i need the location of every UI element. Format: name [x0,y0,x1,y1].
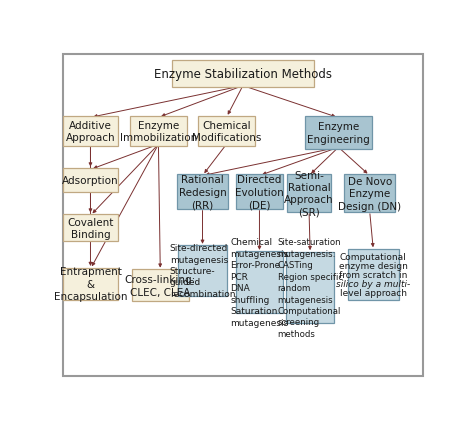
Text: Enzyme Stabilization Methods: Enzyme Stabilization Methods [154,68,332,81]
FancyBboxPatch shape [64,117,118,146]
Text: Computational: Computational [340,252,407,261]
Text: Site-saturation
mutagenesis:
CASTing
Region specific
random
mutagenesis
Computat: Site-saturation mutagenesis: CASTing Reg… [278,238,343,338]
Text: Semi-
Rational
Approach
(SR): Semi- Rational Approach (SR) [284,170,334,217]
Text: Enzyme
Engineering: Enzyme Engineering [307,122,370,144]
FancyBboxPatch shape [286,252,334,324]
FancyBboxPatch shape [344,175,395,213]
Text: Directed
Evolution
(DE): Directed Evolution (DE) [235,175,284,210]
Text: Cross-linking:
CLEC, CLEA: Cross-linking: CLEC, CLEA [125,274,196,297]
FancyBboxPatch shape [305,117,372,149]
Text: Additive
Approach: Additive Approach [66,120,115,143]
Text: enzyme design: enzyme design [339,261,408,270]
FancyBboxPatch shape [64,215,118,242]
Text: Rational
Redesign
(RR): Rational Redesign (RR) [179,175,227,210]
FancyBboxPatch shape [172,60,314,88]
Text: Chemical
mutagenesis
Error-Prone
PCR
DNA
shuffling
Saturation
mutagenesis: Chemical mutagenesis Error-Prone PCR DNA… [230,238,289,327]
Text: Adsorption: Adsorption [62,176,119,186]
FancyBboxPatch shape [130,117,187,146]
FancyBboxPatch shape [237,252,283,313]
FancyBboxPatch shape [287,175,331,213]
FancyBboxPatch shape [177,175,228,210]
FancyBboxPatch shape [237,175,283,210]
FancyBboxPatch shape [63,55,423,376]
FancyBboxPatch shape [198,117,255,146]
Text: Site-directed
mutagenesis
Structure-
guided
recombination: Site-directed mutagenesis Structure- gui… [170,244,235,298]
Text: from scratch in: from scratch in [339,271,408,279]
Text: Entrapment
&
Encapsulation: Entrapment & Encapsulation [54,267,127,301]
Text: Covalent
Binding: Covalent Binding [67,217,114,239]
FancyBboxPatch shape [348,249,399,300]
Text: level approach: level approach [340,289,407,298]
Text: silico by a multi-: silico by a multi- [336,279,410,288]
FancyBboxPatch shape [178,246,228,296]
FancyBboxPatch shape [64,268,118,300]
FancyBboxPatch shape [64,169,118,193]
FancyBboxPatch shape [132,270,189,302]
Text: De Novo
Enzyme
Design (DN): De Novo Enzyme Design (DN) [338,176,401,211]
Text: Chemical
Modifications: Chemical Modifications [191,120,261,143]
Text: Enzyme
Immobilization: Enzyme Immobilization [120,120,197,143]
